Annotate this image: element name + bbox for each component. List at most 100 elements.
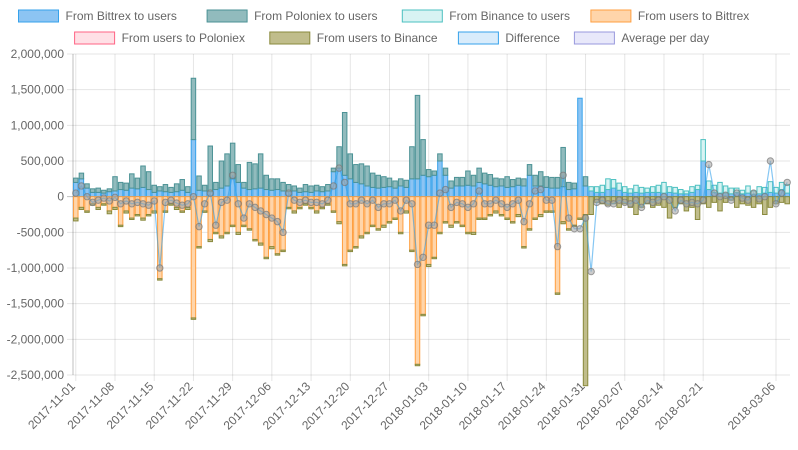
difference-point xyxy=(783,178,791,187)
difference-point xyxy=(761,192,769,201)
bar xyxy=(694,196,701,220)
bar xyxy=(207,238,213,243)
difference-point xyxy=(156,264,164,272)
bar xyxy=(448,224,454,228)
bar xyxy=(437,231,443,235)
bar xyxy=(565,189,572,198)
bar xyxy=(302,191,309,198)
bar xyxy=(633,184,639,193)
difference-point xyxy=(626,200,635,208)
bar xyxy=(481,172,488,185)
y-tick-label: 500,000 xyxy=(21,154,65,168)
bar xyxy=(330,196,337,212)
bar xyxy=(476,196,482,219)
bar xyxy=(739,189,746,195)
difference-point xyxy=(419,253,427,261)
chart-lines xyxy=(72,157,791,276)
bar xyxy=(655,191,662,198)
bar xyxy=(728,187,734,195)
bar xyxy=(140,165,146,188)
bar xyxy=(218,235,225,239)
difference-point xyxy=(553,242,562,251)
bar xyxy=(521,185,527,198)
bar xyxy=(291,190,298,198)
bar xyxy=(84,210,90,213)
bar xyxy=(179,210,185,213)
bar xyxy=(397,178,404,187)
legend-label: From users to Binance xyxy=(317,31,438,45)
bar xyxy=(78,172,85,180)
difference-point xyxy=(637,203,646,212)
difference-point xyxy=(486,200,495,208)
bar xyxy=(431,174,438,198)
x-tick-label: 2018-03-06 xyxy=(725,379,779,433)
difference-point xyxy=(200,200,209,208)
bar xyxy=(465,170,471,186)
bar xyxy=(224,153,230,187)
bar xyxy=(706,189,712,198)
difference-point xyxy=(509,200,517,208)
bar xyxy=(308,191,314,198)
bar xyxy=(683,190,690,195)
bar xyxy=(498,178,505,187)
bar xyxy=(375,196,382,230)
difference-point xyxy=(352,200,360,208)
bar xyxy=(151,184,157,193)
difference-point xyxy=(184,200,192,208)
bar xyxy=(717,181,723,194)
bar xyxy=(269,178,275,191)
bar xyxy=(431,170,438,176)
difference-point xyxy=(436,189,444,197)
bar xyxy=(336,196,342,223)
bar xyxy=(123,210,129,214)
difference-point xyxy=(441,185,450,194)
difference-point xyxy=(710,189,719,197)
difference-point xyxy=(503,203,511,212)
bar xyxy=(257,153,264,189)
bar xyxy=(403,179,410,188)
bar xyxy=(218,187,225,198)
difference-point xyxy=(598,196,607,204)
bar xyxy=(425,263,432,268)
difference-point xyxy=(576,225,584,233)
bar xyxy=(504,186,510,198)
bar xyxy=(425,196,432,265)
y-tick-label: -500,000 xyxy=(17,225,65,239)
bar xyxy=(784,196,790,205)
bar xyxy=(571,196,578,226)
bar xyxy=(257,196,264,244)
bar xyxy=(201,190,208,198)
difference-point xyxy=(430,221,439,229)
bar xyxy=(185,191,191,198)
bar xyxy=(694,184,701,191)
bar xyxy=(196,189,202,198)
bar xyxy=(358,235,365,239)
bar xyxy=(341,263,348,267)
difference-point xyxy=(234,200,242,208)
difference-point xyxy=(447,203,455,212)
y-tick-label: 2,000,000 xyxy=(11,47,65,61)
legend-swatch xyxy=(18,9,59,23)
difference-point xyxy=(514,196,523,204)
bar xyxy=(465,184,471,198)
difference-point xyxy=(279,228,287,237)
bar xyxy=(605,189,611,198)
bar xyxy=(168,186,174,193)
bar xyxy=(134,177,141,190)
bar xyxy=(297,191,303,198)
bar xyxy=(532,217,538,220)
bar xyxy=(767,196,774,208)
bar xyxy=(509,186,516,198)
difference-point xyxy=(654,196,663,204)
bar xyxy=(358,183,365,198)
bar xyxy=(425,176,432,198)
bar xyxy=(532,196,538,219)
bar xyxy=(162,184,169,193)
difference-point xyxy=(100,194,108,202)
x-axis: 2017-11-012017-11-082017-11-152017-11-22… xyxy=(25,379,778,433)
difference-point xyxy=(223,196,231,204)
bar xyxy=(229,196,236,226)
bar xyxy=(409,146,415,180)
difference-line xyxy=(75,160,788,272)
